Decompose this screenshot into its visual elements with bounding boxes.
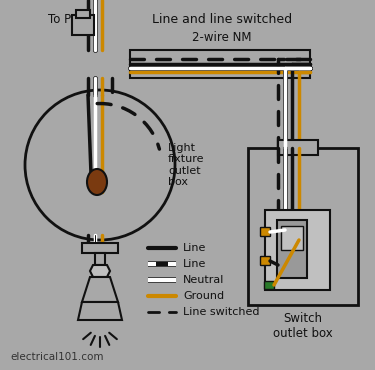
Bar <box>278 140 318 155</box>
Bar <box>277 220 307 278</box>
Bar <box>265 210 330 290</box>
Text: Line: Line <box>183 243 206 253</box>
Polygon shape <box>82 277 118 302</box>
Bar <box>72 15 94 35</box>
Ellipse shape <box>87 169 107 195</box>
FancyBboxPatch shape <box>261 228 270 236</box>
Polygon shape <box>78 302 122 320</box>
Bar <box>82 243 118 253</box>
Text: Light
fixture
outlet
box: Light fixture outlet box <box>168 142 204 187</box>
Bar <box>281 226 303 250</box>
Bar <box>76 10 90 18</box>
Text: Line switched: Line switched <box>183 307 260 317</box>
Text: Neutral: Neutral <box>183 275 224 285</box>
Bar <box>95 253 105 265</box>
Text: 2-wire NM: 2-wire NM <box>192 31 252 44</box>
Text: Ground: Ground <box>183 291 224 301</box>
Text: electrical101.com: electrical101.com <box>10 352 104 362</box>
Text: Switch
outlet box: Switch outlet box <box>273 312 333 340</box>
Text: Line and line switched: Line and line switched <box>152 13 292 26</box>
Circle shape <box>25 90 175 240</box>
FancyBboxPatch shape <box>264 282 274 289</box>
Text: To Panel: To Panel <box>48 13 96 26</box>
FancyBboxPatch shape <box>261 256 270 266</box>
Bar <box>248 148 358 305</box>
Polygon shape <box>90 265 110 277</box>
Text: Line: Line <box>183 259 206 269</box>
Bar <box>130 50 310 78</box>
